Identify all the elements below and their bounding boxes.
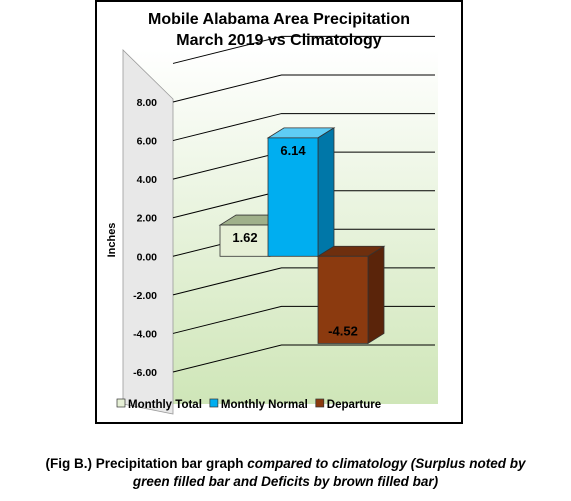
- y-tick-label: -6.00: [133, 367, 157, 379]
- gridline: [172, 113, 435, 142]
- y-axis-label: Inches: [106, 223, 118, 258]
- legend-swatch: [315, 398, 325, 408]
- legend-entry: Departure: [327, 399, 381, 411]
- legend-swatch: [209, 398, 219, 408]
- legend-entry: Monthly Normal: [221, 399, 308, 411]
- bar-monthly-normal: 6.14: [266, 127, 336, 258]
- chart-title-line2: March 2019 vs Climatology: [176, 32, 382, 49]
- figure-caption-line1: (Fig B.) Precipitation bar graph compare…: [0, 455, 571, 473]
- caption-plain: (Fig B.) Precipitation bar graph: [45, 456, 248, 471]
- gridline: [172, 344, 435, 373]
- y-tick-label: 4.00: [137, 174, 158, 186]
- y-tick-label: 8.00: [137, 97, 158, 109]
- y-tick-label: 6.00: [137, 136, 158, 148]
- y-tick-label: -2.00: [133, 290, 157, 302]
- caption-italic-1: compared to climatology (Surplus noted b…: [247, 456, 526, 471]
- bar-data-label: 6.14: [280, 143, 306, 158]
- figure-caption-line2: green filled bar and Deficits by brown f…: [0, 473, 571, 491]
- bar-data-label: 1.62: [232, 230, 257, 245]
- y-tick-label: 2.00: [137, 213, 158, 225]
- legend-entry: Monthly Total: [128, 399, 202, 411]
- chart-title-line1: Mobile Alabama Area Precipitation: [148, 11, 410, 28]
- y-tick-label: -4.00: [133, 328, 157, 340]
- plot-side-wall: [122, 49, 174, 415]
- y-tick-label: 0.00: [137, 251, 158, 263]
- bar-departure: -4.52: [316, 245, 386, 345]
- caption-italic-2: green filled bar and Deficits by brown f…: [132, 474, 439, 489]
- gridline: [172, 35, 435, 64]
- bar-data-label: -4.52: [328, 323, 358, 338]
- precipitation-chart: Mobile Alabama Area Precipitation March …: [106, 11, 438, 415]
- legend-swatch: [116, 398, 126, 408]
- gridline: [172, 74, 435, 103]
